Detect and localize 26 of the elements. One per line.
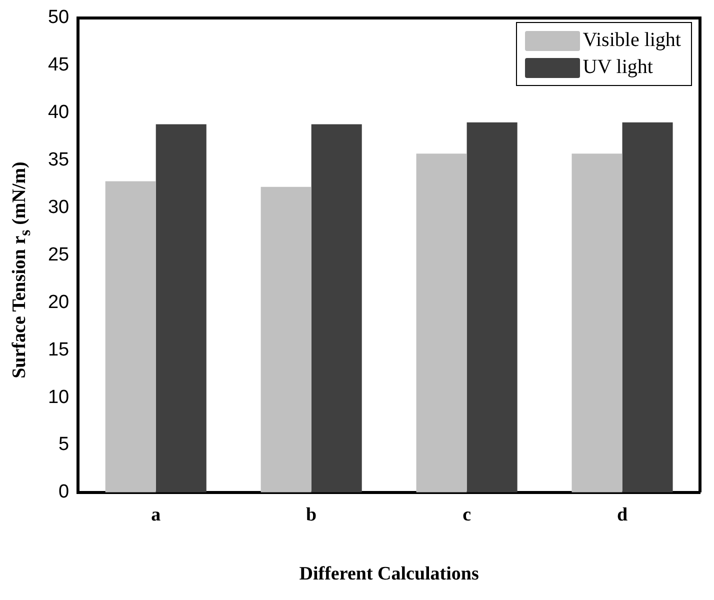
y-tick-label: 0	[58, 482, 70, 503]
bar	[572, 154, 622, 492]
bar	[416, 154, 467, 492]
bar	[105, 181, 156, 492]
legend-label: Visible light	[582, 29, 681, 52]
x-tick-label: a	[151, 504, 162, 526]
y-tick-label: 10	[48, 386, 70, 408]
y-tick-label: 35	[48, 150, 70, 171]
x-tick-label: b	[306, 504, 317, 526]
y-tick-label: 15	[48, 339, 70, 360]
bar	[311, 124, 362, 492]
bar	[466, 122, 518, 492]
x-axis-title: Different Calculations	[299, 564, 479, 585]
bar	[260, 186, 312, 492]
y-tick-label: 20	[48, 292, 70, 313]
legend-label: UV light	[582, 56, 653, 79]
y-tick-label: 50	[48, 7, 70, 28]
x-tick-label: c	[462, 504, 472, 526]
y-tick-label: 30	[48, 196, 70, 218]
x-tick-label: d	[616, 504, 628, 526]
y-tick-label: 25	[48, 244, 70, 266]
y-tick-label: 40	[48, 102, 70, 124]
bar	[622, 122, 673, 492]
y-tick-label: 45	[48, 54, 70, 76]
bar	[156, 124, 206, 492]
y-tick-label: 5	[58, 434, 70, 456]
